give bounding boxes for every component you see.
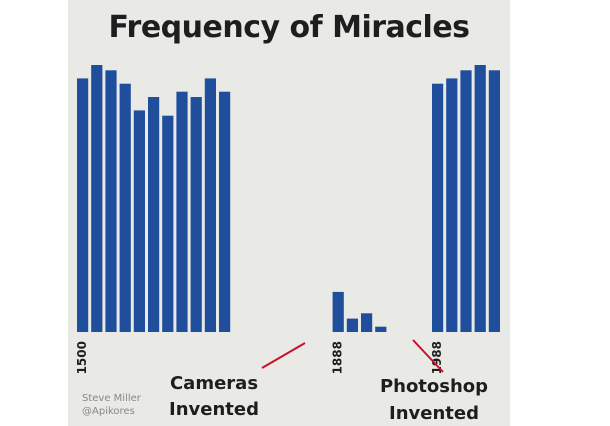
bar-15 [432, 83, 444, 332]
tick-label-1500: 1500 [75, 341, 89, 374]
bar-8 [190, 97, 202, 332]
credit-handle: @Apikores [82, 406, 135, 417]
bar-13 [361, 313, 373, 332]
bar-7 [176, 91, 188, 332]
bar-10 [219, 91, 231, 332]
bar-4 [133, 110, 145, 333]
annotation-label-1888-line-2: Invented [169, 399, 259, 420]
author-credit: Steve Miller @Apikores [82, 392, 141, 418]
bar-18 [474, 65, 486, 332]
bar-11 [332, 291, 344, 332]
annotation-pointer-1988 [412, 339, 444, 373]
bar-14 [375, 326, 387, 332]
bar-2 [105, 70, 117, 333]
bar-19 [488, 70, 500, 333]
bar-1 [91, 65, 103, 332]
annotation-label-1888-line-1: Cameras [170, 373, 258, 394]
bar-0 [77, 78, 89, 333]
bar-6 [162, 115, 174, 332]
annotation-label-1988-line-1: Photoshop [380, 376, 488, 397]
tick-label-1988: 1988 [430, 341, 444, 374]
annotation-pointer-1888 [261, 342, 306, 369]
tick-label-1888: 1888 [331, 341, 345, 374]
annotation-label-1988-line-2: Invented [389, 403, 479, 424]
bar-5 [148, 97, 160, 332]
bar-17 [460, 70, 472, 333]
bar-12 [346, 318, 358, 332]
bar-3 [119, 83, 131, 332]
credit-name: Steve Miller [82, 393, 141, 404]
chart-title: Frequency of Miracles [108, 10, 470, 45]
bar-9 [204, 78, 216, 333]
bar-16 [446, 78, 458, 333]
